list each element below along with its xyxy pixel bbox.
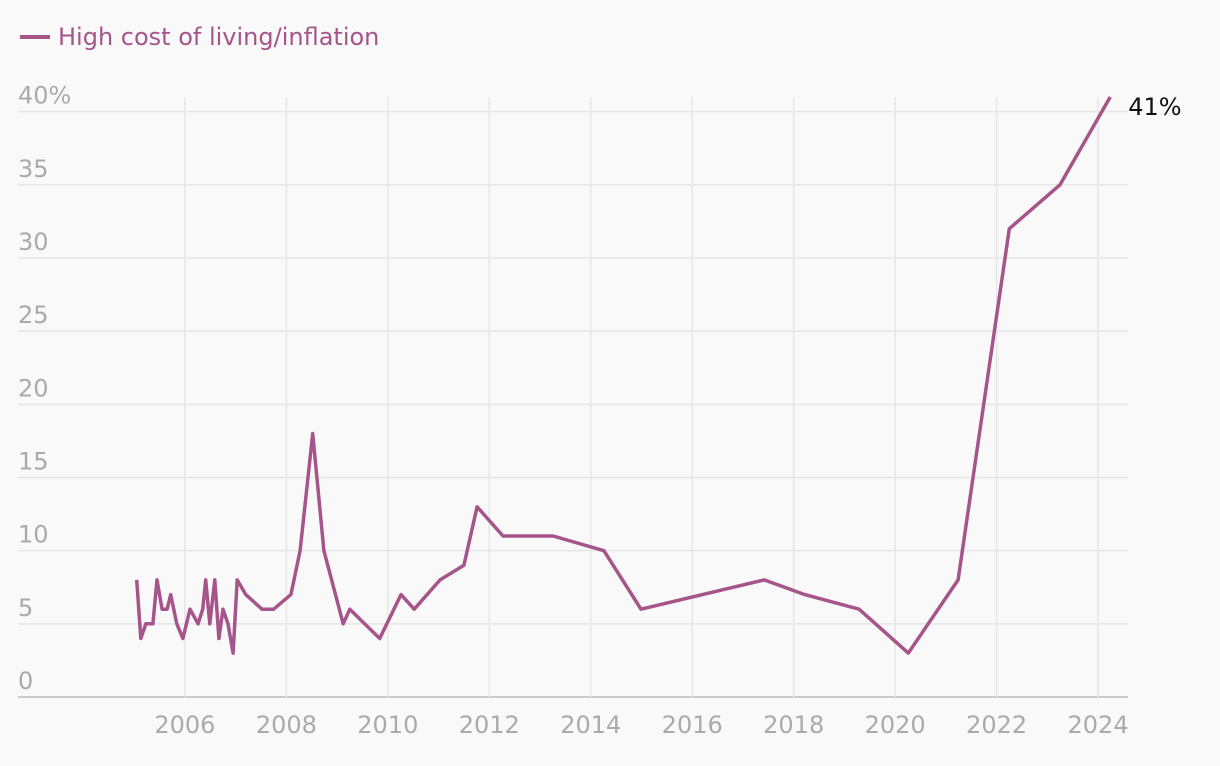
y-tick-label: 40% <box>18 82 71 110</box>
y-tick-label: 30 <box>18 228 49 256</box>
y-tick-label: 15 <box>18 447 49 475</box>
x-tick-label: 2008 <box>256 711 317 739</box>
x-tick-label: 2020 <box>865 711 926 739</box>
x-tick-label: 2012 <box>459 711 520 739</box>
y-tick-label: 20 <box>18 374 49 402</box>
data-line <box>134 96 1112 655</box>
x-tick-label: 2024 <box>1068 711 1129 739</box>
y-tick-label: 10 <box>18 521 49 549</box>
x-tick-label: 2022 <box>966 711 1027 739</box>
y-tick-label: 35 <box>18 155 49 183</box>
x-tick-label: 2014 <box>560 711 621 739</box>
y-tick-label: 25 <box>18 301 49 329</box>
x-tick-label: 2006 <box>154 711 215 739</box>
x-tick-label: 2010 <box>357 711 418 739</box>
end-label: 41% <box>1128 93 1181 121</box>
y-tick-label: 5 <box>18 594 33 622</box>
x-tick-label: 2016 <box>662 711 723 739</box>
y-tick-label: 0 <box>18 667 33 695</box>
legend-label: High cost of living/inflation <box>58 23 379 51</box>
x-tick-label: 2018 <box>763 711 824 739</box>
